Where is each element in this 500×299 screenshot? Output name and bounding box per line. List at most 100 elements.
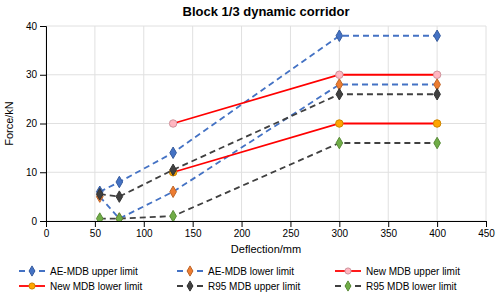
tick-label: 30 — [26, 69, 38, 80]
x-axis-title: Deflection/mm — [231, 243, 301, 255]
tick: 100 — [136, 221, 153, 239]
point — [434, 137, 441, 148]
line — [100, 143, 437, 219]
tick-label: 450 — [478, 228, 495, 239]
tick-label: 40 — [26, 21, 38, 32]
point — [170, 164, 177, 175]
series — [96, 30, 440, 197]
legend-entry: R95 MDB upper limit — [177, 281, 300, 292]
point — [116, 176, 123, 187]
tick-mark — [437, 221, 438, 227]
tick: 50 — [90, 221, 102, 239]
tick-label: 20 — [26, 118, 38, 129]
tick: 400 — [429, 221, 446, 239]
legend-label: R95 MDB upper limit — [208, 281, 300, 292]
tick-mark — [40, 26, 46, 27]
line — [173, 124, 437, 173]
legend-entry: New MDB upper limit — [335, 266, 460, 277]
point — [336, 89, 343, 100]
tick: 40 — [26, 21, 46, 32]
point — [336, 120, 343, 127]
tick-mark — [40, 221, 46, 222]
tick-mark — [486, 221, 487, 227]
y-axis: 0 10 20 30 40 — [26, 21, 47, 227]
legend-entry: New MDB lower limit — [19, 281, 142, 292]
legend-label: New MDB upper limit — [366, 266, 460, 277]
point — [433, 120, 440, 127]
tick-label: 400 — [429, 228, 446, 239]
marks — [96, 30, 440, 221]
series — [96, 89, 440, 203]
tick-label: 10 — [26, 167, 38, 178]
point — [336, 30, 343, 41]
tick-mark — [40, 75, 46, 76]
tick-label: 100 — [136, 228, 153, 239]
legend-marker — [187, 281, 193, 291]
tick-mark — [144, 221, 145, 227]
legend-label: R95 MDB lower limit — [366, 281, 457, 292]
legend-marker — [29, 266, 35, 276]
tick-label: 0 — [44, 228, 50, 239]
point — [170, 147, 177, 158]
line — [100, 36, 437, 192]
grid-line-y — [46, 26, 486, 27]
point — [336, 137, 343, 148]
tick: 150 — [185, 221, 202, 239]
point — [116, 213, 123, 221]
series — [96, 79, 440, 221]
tick-label: 50 — [90, 228, 102, 239]
tick: 250 — [283, 221, 300, 239]
point — [170, 186, 177, 197]
legend-label: AE-MDB upper limit — [50, 266, 138, 277]
point — [116, 191, 123, 202]
legend-marker — [187, 266, 193, 276]
tick: 300 — [331, 221, 348, 239]
legend-marker — [29, 283, 35, 289]
tick-mark — [339, 221, 340, 227]
x-axis: 0 50 100 150 200 250 300 350 400 450 — [44, 221, 496, 239]
tick: 10 — [26, 167, 46, 178]
tick-label: 300 — [331, 228, 348, 239]
axis-domain — [47, 222, 487, 228]
point — [116, 213, 123, 221]
y-axis-title: Force/kN — [3, 101, 15, 146]
series — [96, 137, 440, 221]
legend-entry: AE-MDB upper limit — [19, 266, 138, 277]
tick: 0 — [31, 216, 46, 227]
point — [96, 213, 103, 221]
legend-marker — [345, 281, 351, 291]
tick: 350 — [380, 221, 397, 239]
axis-domain — [40, 27, 47, 222]
line — [100, 94, 437, 196]
point — [434, 30, 441, 41]
tick-mark — [388, 221, 389, 227]
tick-mark — [242, 221, 243, 227]
legend: AE-MDB upper limit AE-MDB lower limit New … — [19, 266, 460, 292]
point — [170, 210, 177, 221]
line — [100, 85, 437, 219]
tick: 0 — [44, 221, 50, 239]
tick-label: 200 — [234, 228, 251, 239]
legend-marker — [345, 268, 351, 274]
chart: 0 50 100 150 200 250 300 350 400 450 0 10 20 30 40 Bloc… — [0, 0, 500, 299]
line — [173, 75, 437, 124]
point — [433, 71, 440, 78]
tick-label: 250 — [283, 228, 300, 239]
tick-mark — [40, 172, 46, 173]
tick-label: 150 — [185, 228, 202, 239]
grid-line-y — [46, 172, 486, 173]
series — [169, 71, 440, 127]
grid — [46, 26, 486, 221]
point — [336, 71, 343, 78]
tick-mark — [95, 221, 96, 227]
tick-label: 0 — [31, 216, 37, 227]
legend-entry: AE-MDB lower limit — [177, 266, 294, 277]
tick: 200 — [234, 221, 251, 239]
tick: 30 — [26, 69, 46, 80]
point — [96, 188, 103, 199]
tick-mark — [193, 221, 194, 227]
point — [169, 120, 176, 127]
tick-mark — [290, 221, 291, 227]
point — [434, 89, 441, 100]
title: Block 1/3 dynamic corridor — [183, 4, 350, 19]
